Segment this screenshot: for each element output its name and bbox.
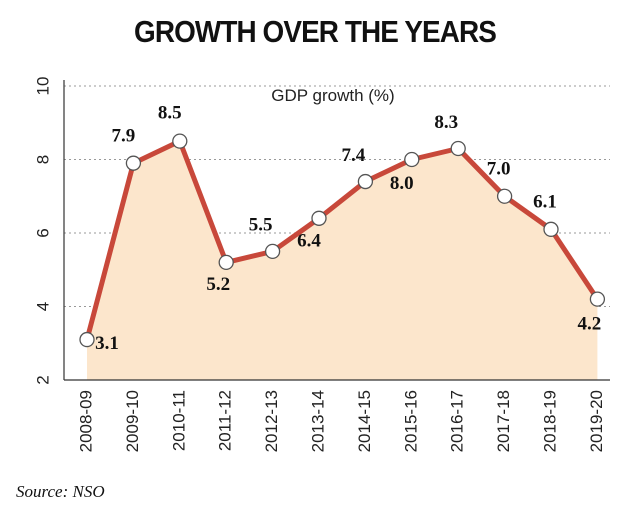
x-tick-2009-10: 2009-10 [123, 390, 142, 452]
data-point-2019-20 [589, 291, 606, 307]
data-point-2014-15 [357, 173, 374, 190]
y-tick-6: 6 [33, 228, 52, 237]
data-label-2010-11: 8.5 [158, 102, 182, 123]
data-label-2009-10: 7.9 [112, 126, 136, 147]
data-point-2018-19 [543, 221, 559, 237]
x-tick-2013-14: 2013-14 [308, 390, 327, 452]
data-label-2008-09: 3.1 [95, 333, 119, 354]
data-point-2013-14 [311, 210, 327, 226]
x-tick-2014-15: 2014-15 [355, 390, 374, 452]
data-label-2012-13: 5.5 [249, 215, 273, 236]
x-tick-2017-18: 2017-18 [494, 390, 513, 452]
x-tick-2015-16: 2015-16 [401, 390, 420, 452]
data-label-2014-15: 7.4 [342, 145, 366, 166]
data-point-2012-13 [264, 243, 281, 260]
data-point-2010-11 [172, 133, 188, 149]
x-tick-2019-20: 2019-20 [587, 390, 606, 452]
data-label-2017-18: 7.0 [487, 159, 511, 180]
data-labels: 3.1 7.9 8.5 5.2 5.5 6.4 7.4 8.0 8.3 7.0 6.1 4.2 [95, 102, 601, 353]
markers [79, 133, 606, 348]
data-label-2019-20: 4.2 [578, 314, 602, 335]
data-label-2011-12: 5.2 [206, 274, 230, 295]
data-label-2016-17: 8.3 [434, 112, 458, 133]
x-tick-2018-19: 2018-19 [540, 390, 559, 452]
x-tick-2010-11: 2010-11 [169, 390, 188, 451]
x-tick-2011-12: 2011-12 [216, 390, 235, 451]
x-tick-2008-09: 2008-09 [76, 390, 95, 452]
x-tick-labels: 2008-09 2009-10 2010-11 2011-12 2012-13 2013-… [76, 390, 605, 452]
data-point-2015-16 [404, 151, 420, 168]
area-fill [87, 141, 598, 380]
data-label-2015-16: 8.0 [390, 173, 414, 194]
data-label-2018-19: 6.1 [533, 192, 557, 213]
data-point-2011-12 [218, 254, 234, 271]
y-tick-10: 10 [33, 77, 52, 96]
y-tick-2: 2 [33, 375, 52, 384]
series-line [84, 138, 600, 343]
y-tick-8: 8 [33, 155, 52, 164]
axes [63, 80, 610, 381]
source-note: Source: NSO [16, 482, 105, 501]
y-axis-label: GDP growth (%) [271, 86, 394, 105]
y-tick-4: 4 [33, 302, 52, 311]
y-tick-labels: 2 4 6 8 10 [33, 77, 52, 385]
chart-title: GROWTH OVER THE YEARS [134, 14, 497, 49]
data-point-2009-10 [125, 155, 142, 171]
data-point-2017-18 [496, 188, 513, 204]
x-tick-2012-13: 2012-13 [262, 390, 281, 452]
data-point-2016-17 [450, 140, 466, 157]
x-tick-2016-17: 2016-17 [448, 390, 467, 452]
data-point-2008-09 [79, 331, 95, 348]
data-label-2013-14: 6.4 [297, 231, 321, 252]
